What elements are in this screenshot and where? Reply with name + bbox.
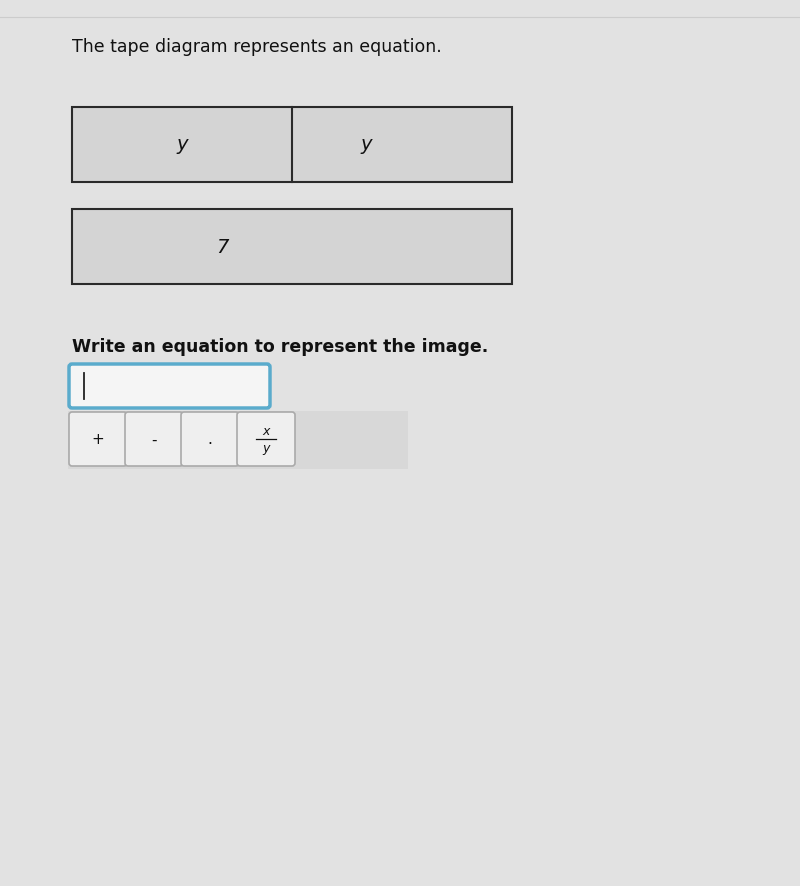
- FancyBboxPatch shape: [125, 413, 183, 466]
- Text: .: .: [207, 432, 213, 447]
- Text: y: y: [360, 136, 372, 154]
- Text: Write an equation to represent the image.: Write an equation to represent the image…: [72, 338, 488, 355]
- FancyBboxPatch shape: [72, 108, 512, 183]
- FancyBboxPatch shape: [72, 210, 512, 284]
- FancyBboxPatch shape: [237, 413, 295, 466]
- Text: The tape diagram represents an equation.: The tape diagram represents an equation.: [72, 38, 442, 56]
- FancyBboxPatch shape: [69, 364, 270, 408]
- Text: y: y: [262, 442, 270, 455]
- FancyBboxPatch shape: [69, 413, 127, 466]
- FancyBboxPatch shape: [68, 411, 408, 470]
- Text: y: y: [176, 136, 188, 154]
- Text: 7: 7: [216, 238, 228, 257]
- Text: +: +: [92, 432, 104, 447]
- FancyBboxPatch shape: [181, 413, 239, 466]
- Text: x: x: [262, 425, 270, 438]
- Text: -: -: [151, 432, 157, 447]
